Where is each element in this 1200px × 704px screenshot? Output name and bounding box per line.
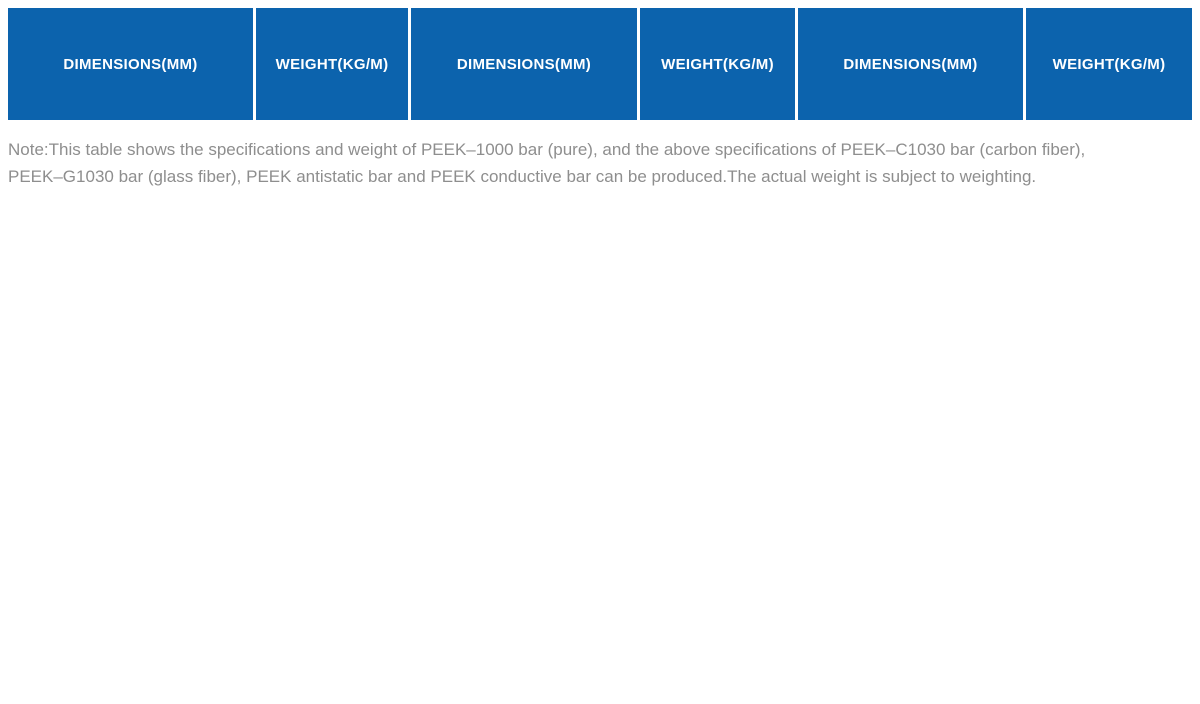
footnote-line-2: PEEK–G1030 bar (glass fiber), PEEK antis… (8, 167, 1037, 186)
column-header-weight: WEIGHT(KG/M) (1023, 8, 1192, 120)
footnote-line-1: Note:This table shows the specifications… (8, 140, 1086, 159)
table-header-row: DIMENSIONS(MM) WEIGHT(KG/M) DIMENSIONS(MM)… (8, 8, 1192, 120)
footnote: Note:This table shows the specifications… (8, 136, 1192, 190)
column-header-dimensions: DIMENSIONS(MM) (795, 8, 1023, 120)
column-header-weight: WEIGHT(KG/M) (637, 8, 795, 120)
column-header-weight: WEIGHT(KG/M) (253, 8, 408, 120)
column-header-dimensions: DIMENSIONS(MM) (408, 8, 637, 120)
column-header-dimensions: DIMENSIONS(MM) (8, 8, 253, 120)
